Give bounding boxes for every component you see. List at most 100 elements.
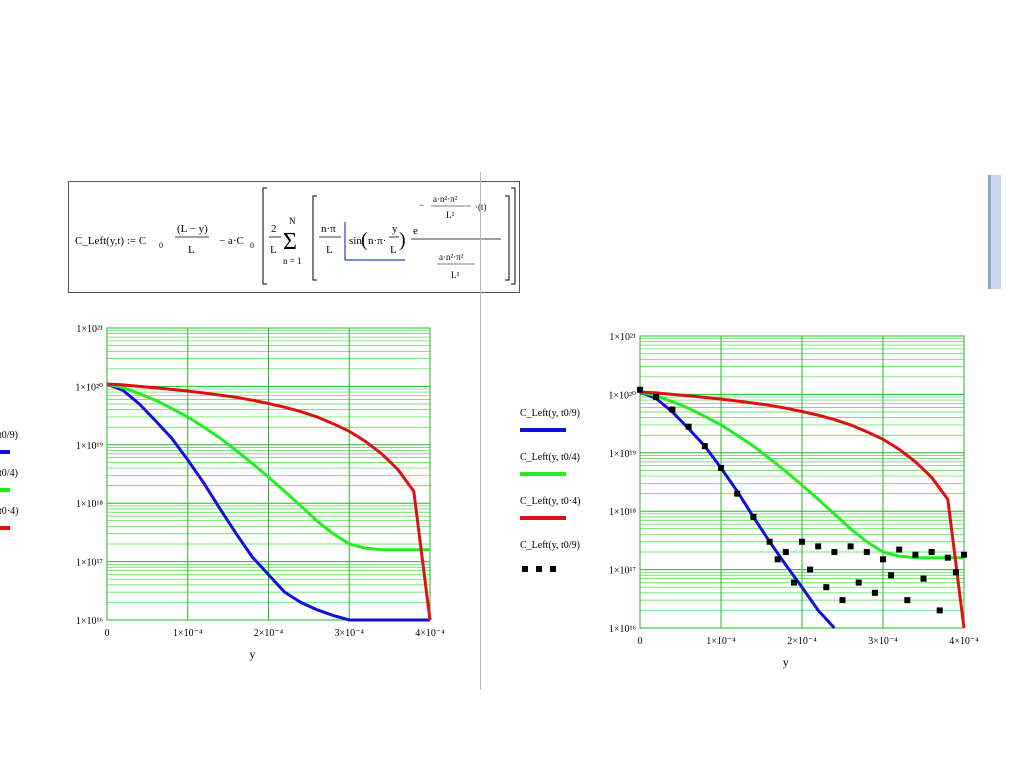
x-tick-label: 0 <box>638 636 643 647</box>
x-tick-label: 4×10⁻⁴ <box>949 636 979 647</box>
formula-c0-sub2: 0 <box>250 241 254 250</box>
series-point <box>669 406 676 413</box>
paren-close: ) <box>399 229 406 251</box>
legend-label: C_Left(y, t0/4) <box>0 468 18 479</box>
series-point <box>936 607 943 614</box>
formula-sin-arg: n·π· <box>368 235 386 247</box>
formula-y-den: L <box>390 244 397 256</box>
series-point <box>734 490 741 497</box>
series-point <box>766 538 773 545</box>
formula-den-num: a·n²·π² <box>439 252 464 262</box>
series-line <box>106 382 430 552</box>
formula-sin: sin <box>349 235 362 247</box>
series-line <box>106 382 430 622</box>
formula-sum-top: N <box>289 216 296 226</box>
formula-c0-sub: 0 <box>159 241 163 250</box>
series-line <box>639 390 964 560</box>
series-point <box>782 549 789 556</box>
legend-swatch <box>522 566 528 572</box>
legend-label: C_Left(y, t0/4) <box>520 452 580 463</box>
formula-frac1-num: (L − y) <box>177 223 208 235</box>
legend-label: C_Left(y, t0/9) <box>0 430 18 441</box>
legend-label: C_Left(y, t0·4) <box>0 506 18 517</box>
x-tick-label: 1×10⁻⁴ <box>706 636 736 647</box>
series-point <box>952 569 959 576</box>
left-bracket <box>262 187 267 285</box>
formula-lhs: C_Left(y,t) := C <box>75 235 146 247</box>
series-point <box>653 394 660 401</box>
series-point <box>880 556 886 563</box>
series-point <box>912 551 919 558</box>
inner-bracket <box>312 195 317 281</box>
x-tick-label: 3×10⁻⁴ <box>335 628 365 639</box>
y-tick-label: 1×10¹⁷ <box>609 566 637 577</box>
series-point <box>750 513 757 520</box>
legend-swatch <box>536 566 542 572</box>
series-point <box>847 543 854 550</box>
x-tick-label: 3×10⁻⁴ <box>868 636 898 647</box>
series-point <box>961 551 967 558</box>
series-point <box>823 584 830 591</box>
formula-den-den: L² <box>451 270 459 280</box>
series-point <box>685 423 692 430</box>
series-point <box>896 546 903 553</box>
y-tick-label: 1×10¹⁶ <box>76 616 104 627</box>
x-axis-label: y <box>783 655 789 669</box>
series-point <box>944 554 951 561</box>
formula-exp-e: e <box>413 225 418 237</box>
legend-label: C_Left(y, t0/9) <box>520 540 580 551</box>
series-point <box>774 556 781 563</box>
series-line <box>639 390 966 629</box>
inner-bracket-close <box>505 195 510 281</box>
formula-exp-num: a·n²·π² <box>433 194 458 204</box>
formula-frac1-den: L <box>188 244 195 256</box>
formula-region[interactable]: C_Left(y,t) := C 0 (L − y) L − a·C 0 2 L… <box>68 181 520 293</box>
series-point <box>637 386 643 393</box>
page-divider <box>480 172 481 690</box>
y-tick-label: 1×10¹⁶ <box>609 624 637 635</box>
formula-L-den: L <box>270 244 277 256</box>
series-point <box>799 538 805 545</box>
y-tick-label: 1×10²¹ <box>76 324 103 335</box>
series-point <box>701 443 708 450</box>
series-line <box>106 382 432 621</box>
series-point <box>815 543 822 550</box>
x-tick-label: 2×10⁻⁴ <box>787 636 817 647</box>
formula-npi-num: n·π <box>321 223 336 235</box>
x-tick-label: 0 <box>105 628 110 639</box>
series-point <box>871 589 878 596</box>
series-point <box>888 572 895 579</box>
series-point <box>920 575 927 582</box>
formula-sum-bot: n = 1 <box>283 256 302 266</box>
series-point <box>831 549 838 556</box>
series-point <box>928 549 935 556</box>
formula-exp-den: L² <box>446 210 454 220</box>
series-point <box>904 597 911 604</box>
x-axis-label: y <box>249 647 255 661</box>
formula-svg: C_Left(y,t) := C 0 (L − y) L − a·C 0 2 L… <box>75 187 516 285</box>
series-point <box>863 549 870 556</box>
y-tick-label: 1×10²¹ <box>609 332 636 343</box>
formula-two: 2 <box>271 223 277 235</box>
paren-open: ( <box>361 229 368 251</box>
formula-npi-den: L <box>326 244 333 256</box>
y-tick-label: 1×10²⁰ <box>608 390 636 401</box>
scrollbar[interactable] <box>988 175 1001 289</box>
series-point <box>855 579 862 586</box>
x-tick-label: 1×10⁻⁴ <box>173 628 203 639</box>
formula-y-num: y <box>392 223 398 235</box>
x-tick-label: 4×10⁻⁴ <box>415 628 445 639</box>
y-tick-label: 1×10¹⁸ <box>76 499 104 510</box>
series-point <box>790 579 797 586</box>
y-tick-label: 1×10¹⁷ <box>76 558 104 569</box>
formula-minus-a: − a·C <box>219 235 244 247</box>
series-point <box>807 566 814 573</box>
y-tick-label: 1×10¹⁹ <box>76 441 104 452</box>
y-tick-label: 1×10¹⁸ <box>609 507 637 518</box>
legend-label: C_Left(y, t0·4) <box>520 496 580 507</box>
y-tick-label: 1×10²⁰ <box>75 382 103 393</box>
legend-swatch <box>550 566 556 572</box>
series-point <box>718 464 724 471</box>
